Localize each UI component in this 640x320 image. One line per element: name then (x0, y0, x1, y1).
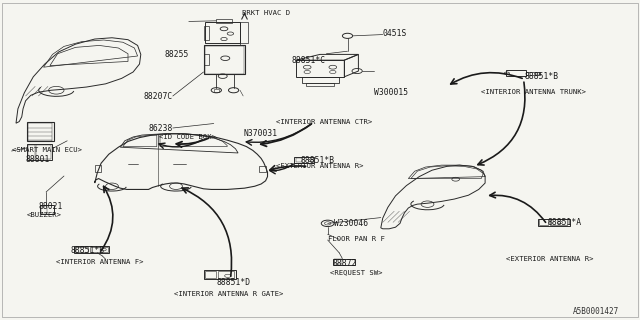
Bar (240, 22, 248, 43)
Bar (204, 54, 209, 65)
Bar (40, 205, 54, 214)
Bar (526, 72, 540, 75)
Bar (95, 165, 101, 172)
Text: 88851*A: 88851*A (547, 218, 581, 227)
Text: <ID CODE BOX>: <ID CODE BOX> (159, 134, 216, 140)
Text: <INTERIOR ANTENNA R GATE>: <INTERIOR ANTENNA R GATE> (174, 291, 284, 297)
Text: 88801: 88801 (26, 155, 50, 164)
Bar (75, 247, 88, 252)
Text: 88207C: 88207C (143, 92, 173, 100)
Bar (28, 123, 52, 141)
Bar (538, 219, 570, 226)
Bar (204, 270, 236, 279)
Bar (306, 83, 334, 86)
Bar (218, 271, 234, 278)
Bar (27, 122, 54, 141)
Bar (205, 271, 216, 278)
Text: 88872: 88872 (333, 259, 357, 268)
Bar (204, 26, 209, 40)
Text: A5B0001427: A5B0001427 (573, 308, 619, 316)
Bar (27, 144, 52, 160)
Bar (334, 259, 342, 264)
Bar (294, 157, 314, 163)
Text: <SMART MAIN ECU>: <SMART MAIN ECU> (12, 148, 81, 153)
Text: 88851*C: 88851*C (291, 56, 325, 65)
Text: <REQUEST SW>: <REQUEST SW> (330, 270, 382, 276)
Text: W230046: W230046 (334, 219, 368, 228)
Text: 86238: 86238 (148, 124, 173, 132)
Bar (204, 45, 245, 74)
Text: <EXTERIOR ANTENNA R>: <EXTERIOR ANTENNA R> (506, 256, 593, 261)
Bar (259, 166, 266, 172)
Text: 88255: 88255 (164, 50, 189, 59)
Text: 88851*D: 88851*D (216, 278, 250, 287)
Text: N370031: N370031 (243, 129, 277, 138)
Text: <INTERIOR ANTENNA CTR>: <INTERIOR ANTENNA CTR> (276, 119, 372, 125)
Bar (216, 19, 232, 23)
Bar (296, 158, 302, 162)
Text: 88851*B: 88851*B (70, 246, 104, 255)
Bar (214, 89, 219, 92)
Bar (205, 46, 244, 74)
Text: <INTERIOR ANTENNA F>: <INTERIOR ANTENNA F> (56, 259, 144, 265)
Bar (28, 145, 35, 159)
Text: 88851*B: 88851*B (301, 156, 335, 164)
Bar (74, 246, 109, 253)
Text: FLOOR PAN R F: FLOOR PAN R F (328, 236, 385, 242)
Text: <INTERIOR ANTENNA TRUNK>: <INTERIOR ANTENNA TRUNK> (481, 89, 586, 95)
Bar (539, 219, 548, 225)
Bar (36, 145, 51, 159)
Text: <EXTERIOR ANTENNA R>: <EXTERIOR ANTENNA R> (276, 164, 364, 169)
Text: 88851*B: 88851*B (525, 72, 559, 81)
Text: BRKT HVAC D: BRKT HVAC D (242, 10, 290, 16)
Text: 88021: 88021 (38, 202, 63, 211)
Bar (205, 22, 240, 43)
Text: <BUZZER>: <BUZZER> (27, 212, 62, 218)
Bar (333, 259, 355, 265)
Bar (506, 70, 526, 76)
Text: W300015: W300015 (374, 88, 408, 97)
Bar (90, 247, 108, 252)
Bar (550, 219, 567, 225)
Text: 0451S: 0451S (383, 29, 407, 38)
Bar (41, 206, 47, 214)
